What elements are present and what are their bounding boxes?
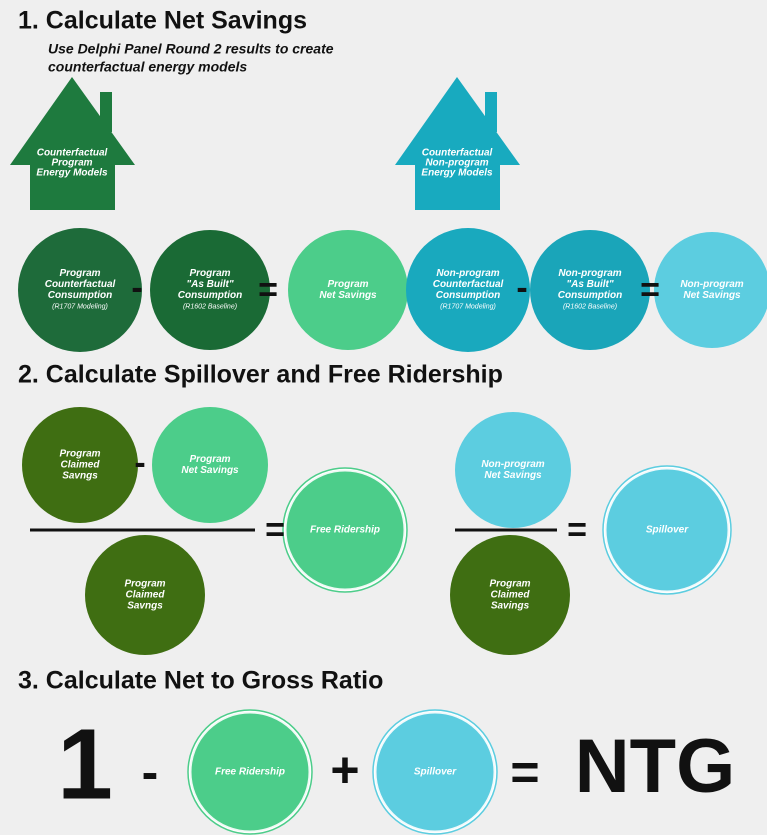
label: Claimed	[491, 590, 531, 601]
section-title: 2. Calculate Spillover and Free Ridershi…	[18, 361, 503, 389]
result: NTG	[575, 724, 735, 809]
circle	[654, 232, 767, 348]
operator: -	[516, 269, 527, 307]
note: (R1707 Modeling)	[52, 303, 108, 310]
operator: -	[142, 744, 159, 800]
label: Net Savings	[683, 290, 741, 301]
operator: -	[134, 444, 145, 482]
label: Spillover	[414, 767, 457, 778]
section-title: 1. Calculate Net Savings	[18, 7, 307, 35]
label: Program	[59, 268, 100, 279]
label: Savngs	[62, 471, 98, 482]
label: Non-program	[425, 158, 488, 169]
one: 1	[57, 708, 113, 820]
ring-circle	[373, 710, 497, 834]
label: Claimed	[126, 590, 166, 601]
label: Energy Models	[421, 168, 493, 179]
label: Free Ridership	[310, 525, 380, 536]
note: (R1602 Baseline)	[183, 303, 237, 310]
label: Program	[189, 268, 230, 279]
operator: =	[258, 271, 278, 309]
label: Net Savings	[484, 470, 542, 481]
ring-circle	[188, 710, 312, 834]
ring-outline	[372, 709, 498, 835]
label: Net Savings	[319, 290, 377, 301]
label: Program	[489, 579, 530, 590]
label: Savings	[491, 601, 530, 612]
subtitle: counterfactual energy models	[48, 59, 247, 75]
label: Counterfactual	[37, 148, 108, 159]
circle	[530, 230, 650, 350]
label: Non-program	[680, 279, 743, 290]
circle	[450, 535, 570, 655]
label: Non-program	[436, 268, 499, 279]
circle	[150, 230, 270, 350]
operator: =	[510, 744, 539, 800]
label: Program	[124, 579, 165, 590]
label: Consumption	[558, 290, 622, 301]
label: Non-program	[481, 459, 544, 470]
label: Program	[189, 454, 230, 465]
ring-circle	[283, 468, 407, 592]
circle	[455, 412, 571, 528]
operator: =	[567, 511, 587, 549]
label: Savngs	[127, 601, 163, 612]
operator: -	[131, 269, 142, 307]
ring-circle	[603, 466, 731, 594]
label: "As Built"	[186, 279, 234, 290]
house	[10, 77, 135, 210]
label: Program	[327, 279, 368, 290]
subtitle: Use Delphi Panel Round 2 results to crea…	[48, 41, 334, 57]
operator: =	[265, 511, 285, 549]
label: Free Ridership	[215, 767, 285, 778]
label: Consumption	[48, 290, 112, 301]
label: Consumption	[436, 290, 500, 301]
label: Spillover	[646, 525, 689, 536]
label: Program	[51, 158, 92, 169]
operator: +	[330, 742, 359, 798]
note: (R1602 Baseline)	[563, 303, 617, 310]
circle	[85, 535, 205, 655]
ring-outline	[602, 465, 732, 595]
note: (R1707 Modeling)	[440, 303, 496, 310]
label: Claimed	[61, 460, 101, 471]
ring-outline	[282, 467, 408, 593]
circle	[18, 228, 142, 352]
house	[395, 77, 520, 210]
label: Counterfactual	[422, 148, 493, 159]
operator: =	[640, 271, 660, 309]
label: Counterfactual	[433, 279, 504, 290]
label: Energy Models	[36, 168, 108, 179]
circle	[406, 228, 530, 352]
circle	[22, 407, 138, 523]
circle	[152, 407, 268, 523]
ring-outline	[187, 709, 313, 835]
label: Net Savings	[181, 465, 239, 476]
label: Consumption	[178, 290, 242, 301]
circle	[288, 230, 408, 350]
label: Non-program	[558, 268, 621, 279]
section-title: 3. Calculate Net to Gross Ratio	[18, 667, 383, 695]
label: "As Built"	[566, 279, 614, 290]
label: Program	[59, 449, 100, 460]
label: Counterfactual	[45, 279, 116, 290]
